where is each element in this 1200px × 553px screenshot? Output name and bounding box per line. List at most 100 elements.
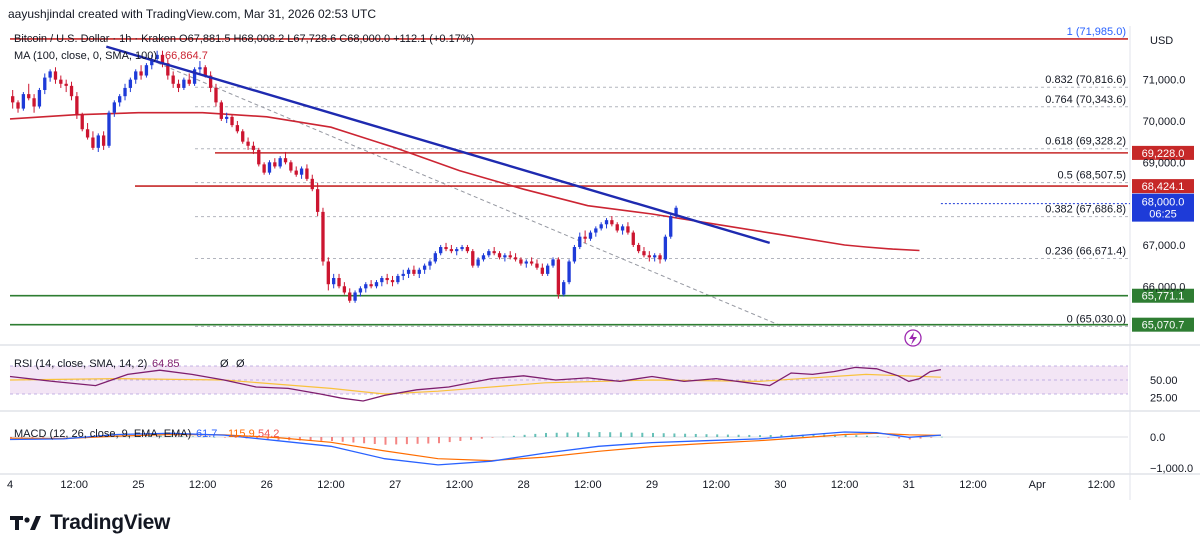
price-axis-tick: 71,000.0 xyxy=(1143,75,1186,87)
candle-body xyxy=(481,255,486,260)
candle-body xyxy=(64,83,68,86)
macd-histogram-bar xyxy=(737,434,740,437)
candle-body xyxy=(96,135,100,148)
chart-credit: aayushjindal created with TradingView.co… xyxy=(8,7,376,21)
rsi-legend-ma: Ø xyxy=(220,358,229,370)
candle-body xyxy=(305,168,309,179)
candle-body xyxy=(567,261,571,283)
macd-histogram-bar xyxy=(609,432,612,437)
candle-body xyxy=(390,280,395,283)
last-price-tag xyxy=(1132,193,1194,222)
candle-body xyxy=(604,220,609,225)
candle-body xyxy=(535,263,539,268)
candle-body xyxy=(21,94,26,109)
candle-body xyxy=(37,89,42,107)
candle-body xyxy=(620,226,625,231)
resistance-price-label: 69,228.0 xyxy=(1142,148,1185,160)
macd-histogram-bar xyxy=(748,434,751,437)
candle-body xyxy=(583,236,587,239)
chart-canvas[interactable]: 1 (71,985.0) 0.832 (70,816.6) 0.764 (70,34… xyxy=(0,0,1200,500)
candle-body xyxy=(546,265,550,274)
candle-body xyxy=(508,255,512,258)
fib-level-label: 0.382 (67,686.8) xyxy=(1045,204,1126,216)
candle-body xyxy=(118,96,122,103)
rsi-axis-tick: 25.00 xyxy=(1150,393,1178,405)
fib-level-label: 0.764 (70,343.6) xyxy=(1045,94,1126,106)
candle-body xyxy=(123,87,127,97)
candle-body xyxy=(262,164,266,173)
candle-body xyxy=(150,58,154,66)
tradingview-logo[interactable]: TradingView xyxy=(10,511,170,535)
bearish-trend-line xyxy=(105,45,771,245)
macd-histogram-bar xyxy=(555,432,558,437)
candle-body xyxy=(610,220,614,225)
candle-body xyxy=(572,247,577,262)
candle-body xyxy=(385,278,389,281)
macd-histogram-bar xyxy=(63,437,66,438)
candle-body xyxy=(27,94,31,99)
candle-body xyxy=(674,207,678,217)
candle-body xyxy=(310,178,314,190)
candle-body xyxy=(647,255,651,258)
macd-histogram-bar xyxy=(74,436,77,438)
macd-histogram-bar xyxy=(341,437,344,442)
macd-histogram-bar xyxy=(759,435,761,437)
candle-body xyxy=(139,71,143,76)
macd-histogram-bar xyxy=(298,437,301,441)
candle-body xyxy=(155,54,159,59)
candle-body xyxy=(144,65,149,76)
candle-body xyxy=(283,158,288,163)
macd-histogram-bar xyxy=(416,437,419,444)
candle-body xyxy=(503,255,507,258)
fib-level-label: 0.618 (69,328.2) xyxy=(1045,136,1126,148)
rsi-legend-ma2: Ø xyxy=(236,358,245,370)
candle-body xyxy=(626,226,630,233)
macd-histogram-bar xyxy=(384,437,387,445)
macd-histogram-bar xyxy=(363,437,366,444)
support-price-label: 65,771.1 xyxy=(1142,291,1185,303)
price-axis-tick: 66,000.0 xyxy=(1143,281,1186,293)
macd-histogram-bar xyxy=(673,433,676,437)
macd-histogram-bar xyxy=(470,437,473,440)
candle-body xyxy=(246,141,250,146)
macd-histogram-bar xyxy=(577,432,580,437)
candle-body xyxy=(444,247,448,250)
fib-level-label: 1 (71,985.0) xyxy=(1067,26,1126,38)
fib-level-label: 0 (65,030.0) xyxy=(1067,313,1126,325)
macd-line xyxy=(9,431,941,466)
candle-body xyxy=(353,292,357,301)
macd-histogram-bar xyxy=(52,437,55,438)
candle-body xyxy=(235,125,240,132)
candle-body xyxy=(439,247,443,254)
candle-body xyxy=(374,282,379,287)
macd-histogram-bar xyxy=(641,432,644,437)
macd-legend-v3: 54.2 xyxy=(258,428,279,440)
macd-histogram-bar xyxy=(234,437,237,438)
candle-body xyxy=(519,259,523,264)
macd-histogram-bar xyxy=(502,436,505,438)
time-axis-tick: 12:00 xyxy=(574,479,602,491)
candle-body xyxy=(32,98,36,107)
candle-body xyxy=(214,87,218,103)
candle-body xyxy=(69,85,74,97)
candle-body xyxy=(551,259,555,266)
candle-body xyxy=(251,145,256,150)
time-axis-tick: 25 xyxy=(132,479,144,491)
macd-histogram-bar xyxy=(769,435,772,437)
candle-body xyxy=(332,278,336,285)
macd-histogram-bar xyxy=(780,434,783,437)
macd-histogram-bar xyxy=(395,437,398,445)
fib-level-label: 0.236 (66,671.4) xyxy=(1045,246,1126,258)
candle-body xyxy=(219,102,223,119)
macd-histogram-bar xyxy=(138,435,141,437)
macd-histogram-bar xyxy=(523,434,526,437)
macd-histogram-bar xyxy=(630,432,633,437)
last-price-label: 68,000.0 xyxy=(1142,197,1185,209)
candle-body xyxy=(43,77,47,90)
macd-histogram-bar xyxy=(448,437,451,443)
candle-body xyxy=(401,273,405,276)
time-axis-tick: 12:00 xyxy=(189,479,217,491)
candle-body xyxy=(524,261,528,264)
macd-legend-v2: 115.9 xyxy=(228,428,255,440)
candle-body xyxy=(315,189,320,212)
